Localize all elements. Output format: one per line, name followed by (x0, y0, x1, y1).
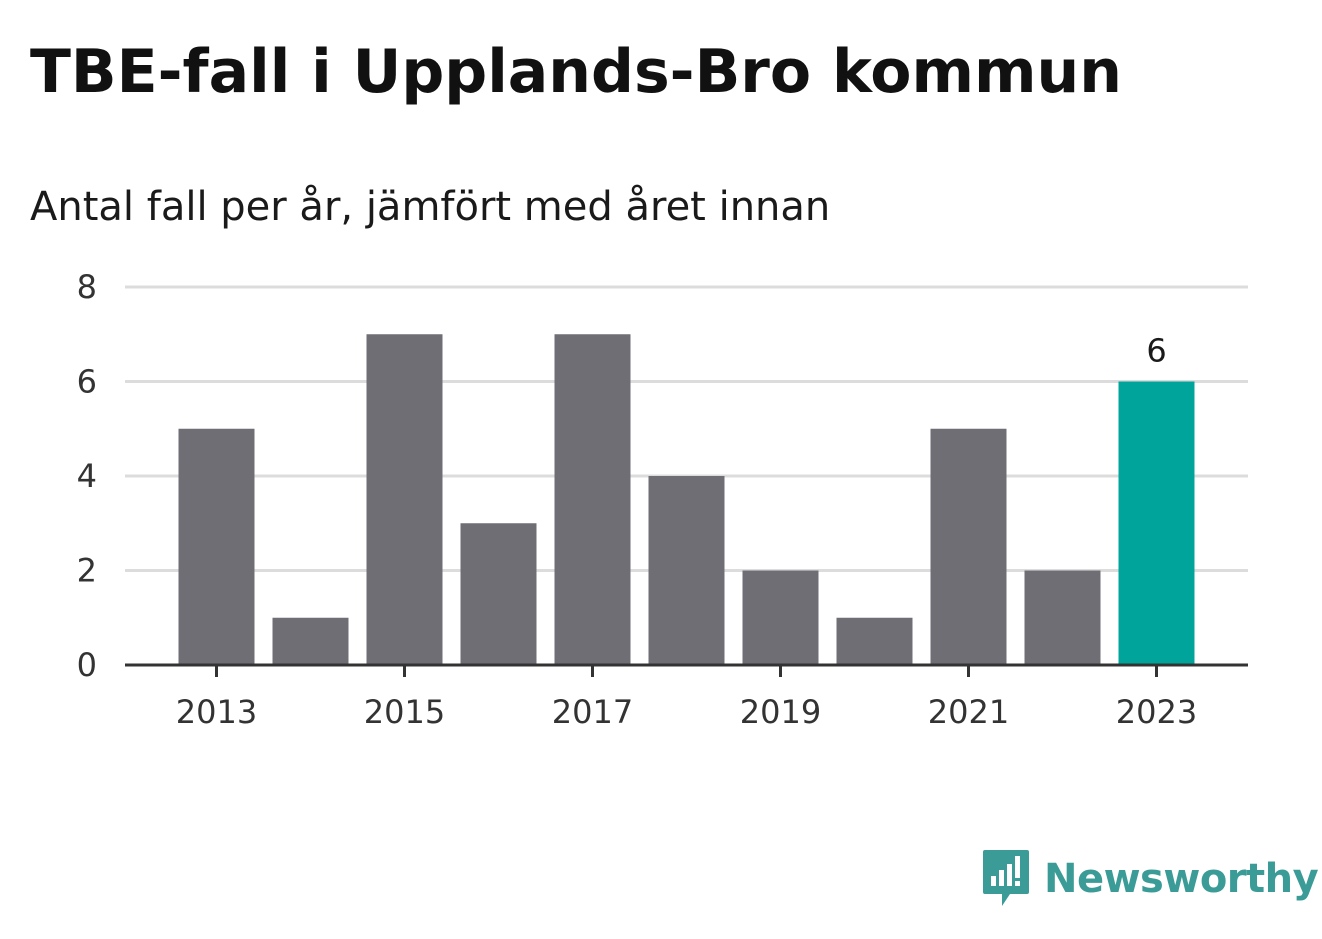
y-axis-ticks: 0 2 4 6 8 (77, 268, 97, 684)
newsworthy-brand: Newsworthy (982, 848, 1319, 910)
bar-2019 (742, 570, 819, 665)
bar-2023 (1118, 381, 1195, 665)
y-tick-label: 6 (77, 363, 97, 401)
chart-subtitle: Antal fall per år, jämfört med året inna… (30, 184, 831, 230)
value-labels: 6 (1146, 332, 1166, 370)
value-label-2023: 6 (1146, 332, 1166, 370)
x-tick-label: 2015 (364, 693, 445, 731)
bar-2016 (460, 523, 537, 665)
bar-2015 (366, 334, 443, 665)
y-tick-label: 8 (77, 268, 97, 306)
brand-name: Newsworthy (1044, 856, 1319, 902)
bar-2013 (178, 428, 255, 665)
bar-2018 (648, 476, 725, 665)
x-tick-label: 2013 (176, 693, 257, 731)
bar-chart: 0 2 4 6 8 2013 2015 2017 2019 2021 2023 6 (77, 268, 1248, 731)
chart-title: TBE-fall i Upplands-Bro kommun (30, 37, 1122, 107)
bars (178, 334, 1195, 665)
newsworthy-logo-icon (983, 850, 1029, 906)
y-tick-label: 4 (77, 457, 97, 495)
bar-2021 (930, 428, 1007, 665)
x-tick-label: 2019 (740, 693, 821, 731)
bar-2020 (836, 617, 913, 665)
y-tick-label: 2 (77, 552, 97, 590)
bar-2022 (1024, 570, 1101, 665)
bar-2014 (272, 617, 349, 665)
y-tick-label: 0 (77, 646, 97, 684)
x-tick-label: 2017 (552, 693, 633, 731)
x-axis-ticks: 2013 2015 2017 2019 2021 2023 (176, 665, 1197, 731)
x-tick-label: 2023 (1116, 693, 1197, 731)
x-tick-label: 2021 (928, 693, 1009, 731)
bar-2017 (554, 334, 631, 665)
